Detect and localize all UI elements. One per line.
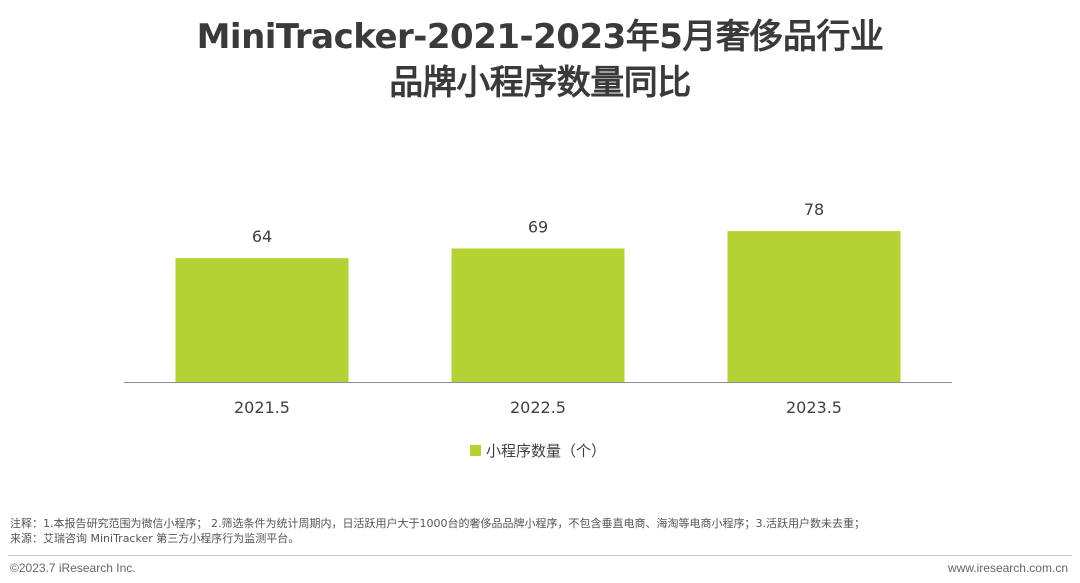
labels-group: 64 2021.5 69 2022.5 78 2023.5 [234,200,842,417]
chart-title-line-2: 品牌小程序数量同比 [389,63,691,103]
bar-2023.5 [727,231,901,382]
bar-2021.5 [175,258,349,382]
chart-title-line-1: MiniTracker-2021-2023年5月奢侈品行业 [196,17,884,57]
data-label: 64 [252,227,272,246]
data-label: 69 [528,217,548,236]
legend-label: 小程序数量（个） [486,442,606,460]
note-line-1: 注释：1.本报告研究范围为微信小程序； 2.筛选条件为统计周期内，日活跃用户大于… [10,517,865,530]
x-tick-label: 2022.5 [510,398,566,417]
chart-title: MiniTracker-2021-2023年5月奢侈品行业 品牌小程序数量同比 [0,14,1080,106]
website-link[interactable]: www.iresearch.com.cn [947,561,1068,575]
x-tick-label: 2023.5 [786,398,842,417]
source-line: 来源：艾瑞咨询 MiniTracker 第三方小程序行为监测平台。 [10,532,300,545]
copyright: ©2023.7 iResearch Inc. [10,561,136,575]
legend: 小程序数量（个） [470,442,606,460]
x-tick-label: 2021.5 [234,398,290,417]
footer-divider [8,555,1072,556]
bar-chart: 64 2021.5 69 2022.5 78 2023.5 小程序数量（个） [124,200,952,460]
notes: 注释：1.本报告研究范围为微信小程序； 2.筛选条件为统计周期内，日活跃用户大于… [10,516,1070,546]
data-label: 78 [804,200,824,219]
bar-2022.5 [451,248,625,382]
legend-swatch [470,445,481,456]
bars-group [175,231,901,382]
